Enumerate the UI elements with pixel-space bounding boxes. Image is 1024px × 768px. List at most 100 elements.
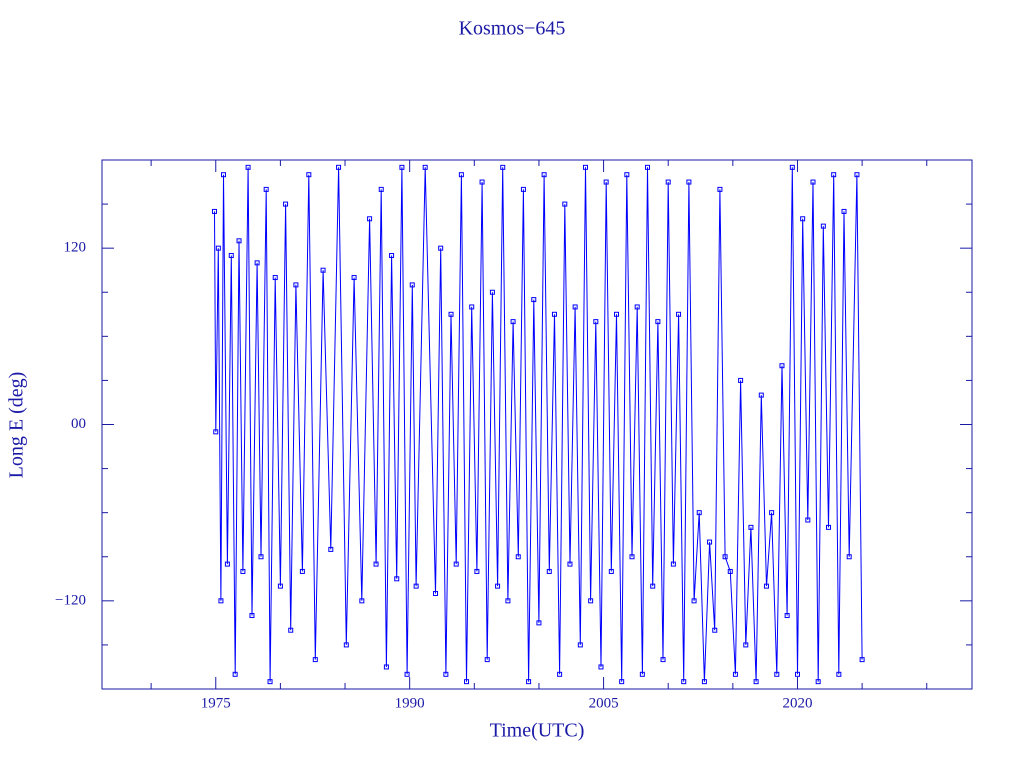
point-marker: [743, 642, 749, 648]
point-marker: [629, 554, 635, 560]
point-marker: [691, 598, 697, 604]
point-marker: [784, 613, 790, 619]
point-marker: [831, 172, 837, 178]
x-tick-label: 1975: [201, 695, 231, 711]
point-marker: [236, 238, 242, 244]
chart-title: Kosmos−645: [459, 18, 566, 40]
point-marker: [373, 561, 379, 567]
point-marker: [854, 172, 860, 178]
y-tick-label: −120: [55, 592, 86, 608]
point-marker: [277, 583, 283, 589]
point-marker: [794, 671, 800, 677]
point-marker: [701, 679, 707, 685]
point-marker: [588, 598, 594, 604]
x-tick-label: 2020: [782, 695, 812, 711]
point-marker: [681, 679, 687, 685]
point-marker: [254, 260, 260, 266]
point-marker: [758, 392, 764, 398]
point-marker: [536, 620, 542, 626]
point-marker: [789, 164, 795, 170]
point-marker: [526, 679, 532, 685]
point-marker: [500, 164, 506, 170]
point-marker: [738, 377, 744, 383]
point-marker: [510, 319, 516, 325]
point-marker: [805, 517, 811, 523]
point-marker: [249, 613, 255, 619]
point-marker: [433, 590, 439, 596]
point-marker: [660, 657, 666, 663]
point-marker: [351, 275, 357, 281]
x-tick-label: 2005: [589, 695, 619, 711]
point-marker: [774, 671, 780, 677]
point-marker: [320, 267, 326, 273]
point-marker: [469, 304, 475, 310]
point-marker: [722, 554, 728, 560]
point-marker: [474, 568, 480, 574]
point-marker: [614, 311, 620, 317]
point-marker: [215, 245, 221, 251]
point-marker: [541, 172, 547, 178]
point-marker: [245, 164, 251, 170]
point-marker: [505, 598, 511, 604]
point-marker: [458, 172, 464, 178]
point-marker: [707, 539, 713, 545]
point-marker: [769, 510, 775, 516]
point-marker: [712, 627, 718, 633]
point-marker: [639, 671, 645, 677]
point-marker: [422, 164, 428, 170]
point-marker: [258, 554, 264, 560]
point-marker: [389, 253, 395, 259]
point-marker: [221, 172, 227, 178]
point-marker: [464, 679, 470, 685]
point-marker: [336, 164, 342, 170]
point-marker: [299, 568, 305, 574]
point-marker: [438, 245, 444, 251]
point-marker: [753, 679, 759, 685]
point-marker: [650, 583, 656, 589]
point-marker: [288, 627, 294, 633]
point-marker: [367, 216, 373, 222]
point-marker: [495, 583, 501, 589]
point-marker: [211, 208, 217, 214]
plot-area: [211, 164, 865, 685]
point-marker: [378, 186, 384, 192]
point-marker: [826, 524, 832, 530]
point-marker: [343, 642, 349, 648]
point-marker: [394, 576, 400, 582]
point-marker: [670, 561, 676, 567]
point-marker: [582, 164, 588, 170]
point-marker: [531, 297, 537, 303]
point-marker: [232, 671, 238, 677]
point-marker: [841, 208, 847, 214]
point-marker: [598, 664, 604, 670]
y-axis-label: Long E (deg): [6, 372, 28, 479]
point-marker: [520, 186, 526, 192]
point-marker: [800, 216, 806, 222]
point-marker: [546, 568, 552, 574]
point-marker: [453, 561, 459, 567]
point-marker: [312, 657, 318, 663]
point-marker: [359, 598, 365, 604]
series-line: [214, 167, 863, 682]
point-marker: [293, 282, 299, 288]
point-marker: [484, 657, 490, 663]
point-marker: [240, 568, 246, 574]
point-marker: [634, 304, 640, 310]
point-marker: [489, 289, 495, 295]
point-marker: [413, 583, 419, 589]
point-marker: [224, 561, 230, 567]
point-marker: [443, 671, 449, 677]
point-marker: [263, 186, 269, 192]
point-marker: [272, 275, 278, 281]
x-axis-label: Time(UTC): [490, 720, 585, 742]
point-marker: [624, 172, 630, 178]
point-marker: [515, 554, 521, 560]
point-marker: [572, 304, 578, 310]
point-marker: [665, 179, 671, 185]
point-marker: [557, 671, 563, 677]
point-marker: [577, 642, 583, 648]
point-marker: [717, 186, 723, 192]
point-marker: [820, 223, 826, 229]
point-marker: [228, 253, 234, 259]
